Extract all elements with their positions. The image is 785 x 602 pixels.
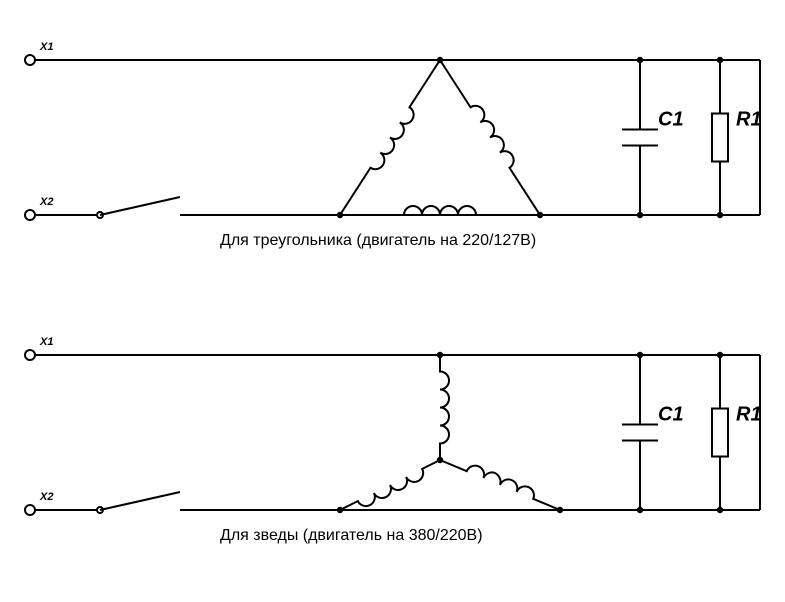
terminal-x1-label: X1 (39, 41, 53, 53)
circuit-delta: X1 X2 C1 R1 Для треугольника (двигатель на 2… (25, 41, 762, 249)
terminal-x2-label: X2 (39, 491, 53, 503)
terminal-x1-label: X1 (39, 336, 53, 348)
capacitor-label: C1 (658, 109, 684, 131)
terminal-x2-label: X2 (39, 196, 53, 208)
circuit-caption: Для зведы (двигатель на 380/220В) (220, 527, 483, 544)
capacitor-label: C1 (658, 404, 684, 426)
schematic-canvas: X1 X2 C1 R1 Для треугольника (двигатель на 2… (0, 0, 785, 602)
circuit-caption: Для треугольника (двигатель на 220/127В) (220, 232, 536, 249)
circuit-wye: X1 X2 C1 R1 Для зведы (двигатель на 380/220В… (25, 336, 762, 544)
resistor-label: R1 (736, 404, 762, 426)
resistor-label: R1 (736, 109, 762, 131)
